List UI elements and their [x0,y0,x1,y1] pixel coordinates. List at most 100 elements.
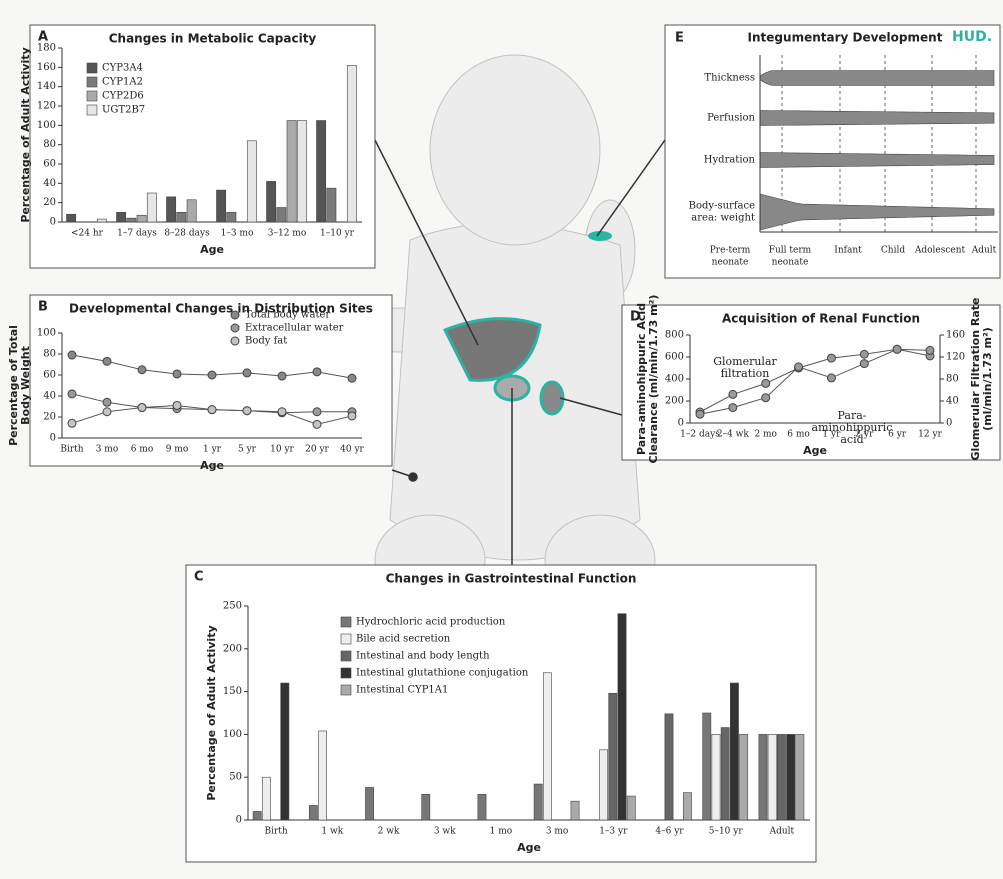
stage-label: neonate [772,258,809,268]
point [103,357,111,365]
x-tick-label: 40 yr [340,445,364,455]
bar [117,212,126,222]
legend-label: CYP3A4 [102,63,143,74]
point [762,379,770,387]
point [348,374,356,382]
legend-swatch [231,337,239,345]
y-tick-label: 180 [37,43,56,54]
point [729,390,737,398]
y-tick-label: 600 [665,352,684,363]
point [103,398,111,406]
legend-swatch [341,668,351,678]
y-tick-label: 140 [37,81,56,92]
bar [571,801,579,820]
bar [618,614,626,820]
x-tick-label: 1–3 mo [221,229,254,239]
panel-b [30,295,392,466]
annotation: filtration [721,367,770,380]
point [860,350,868,358]
y-tick-label: 100 [223,729,242,740]
bar [67,214,76,222]
bar [721,728,729,820]
legend-label: Total body water [245,310,330,321]
row-label: Perfusion [707,113,755,124]
point [208,406,216,414]
y-tick-label: 120 [37,101,56,112]
bar [422,794,430,820]
x-tick-label: 6 mo [787,430,810,440]
bar [217,190,226,222]
stage-label: neonate [712,258,749,268]
kidney [541,382,563,414]
y-tick-label: 60 [43,370,56,381]
point [313,408,321,416]
legend-swatch [87,63,97,73]
x-tick-label: 1–10 yr [320,229,355,239]
point [860,360,868,368]
bar [281,683,289,820]
row-label: area: weight [691,213,755,224]
bar [227,212,236,222]
point [729,404,737,412]
legend-swatch [231,311,239,319]
legend-label: Intestinal glutathione conjugation [356,668,529,679]
y2-tick-label: 0 [946,418,952,429]
chart-title: Integumentary Development [748,31,943,45]
x-axis-label: Age [517,841,541,854]
bar [365,787,373,820]
legend-swatch [231,324,239,332]
stage-label: Pre-term [710,246,751,256]
point [68,419,76,427]
bar [187,200,196,222]
x-tick-label: 12 yr [918,430,942,440]
bar [599,750,607,820]
point [68,390,76,398]
point [243,369,251,377]
legend-label: Bile acid secretion [356,634,451,645]
point [278,408,286,416]
point [68,351,76,359]
stage-label: Child [881,246,905,256]
stage-label: Adolescent [914,246,966,256]
panel-label: C [194,570,204,585]
leader-dot [409,473,417,481]
y-axis-label: Percentage of Adult Activity [205,625,218,800]
point [893,345,901,353]
bar [253,811,261,820]
legend-swatch [87,77,97,87]
x-tick-label: Birth [60,445,83,455]
x-tick-label: 1–3 yr [599,827,628,837]
legend-label: Body fat [245,336,287,347]
x-tick-label: 3 mo [96,445,119,455]
x-tick-label: 10 yr [270,445,294,455]
x-tick-label: 2 mo [754,430,777,440]
x-tick-label: <24 hr [71,229,104,239]
legend-swatch [341,634,351,644]
x-tick-label: 1–7 days [117,229,157,239]
bar [177,212,186,222]
legend-label: UGT2B7 [102,105,145,116]
x-axis-label: Age [200,243,224,256]
x-tick-label: 1 wk [321,827,343,837]
y-tick-label: 20 [43,412,56,423]
bar [534,784,542,820]
point [278,372,286,380]
y-axis-label: Clearance (ml/min/1.73 m²) [647,295,660,464]
legend-label: CYP2D6 [102,91,144,102]
x-tick-label: 6 mo [131,445,154,455]
bar [127,218,136,222]
bar [147,193,156,222]
point [313,368,321,376]
bar [543,673,551,820]
panel-label: B [38,300,48,315]
point [696,410,704,418]
x-tick-label: 9 mo [166,445,189,455]
panel-label: E [675,31,684,46]
bar [609,693,617,820]
row-label: Hydration [704,155,756,166]
legend-label: Intestinal CYP1A1 [356,685,448,696]
y-tick-label: 60 [43,159,56,170]
stage-label: Adult [971,246,997,256]
x-tick-label: 5 yr [238,445,257,455]
profile-band [760,153,994,168]
